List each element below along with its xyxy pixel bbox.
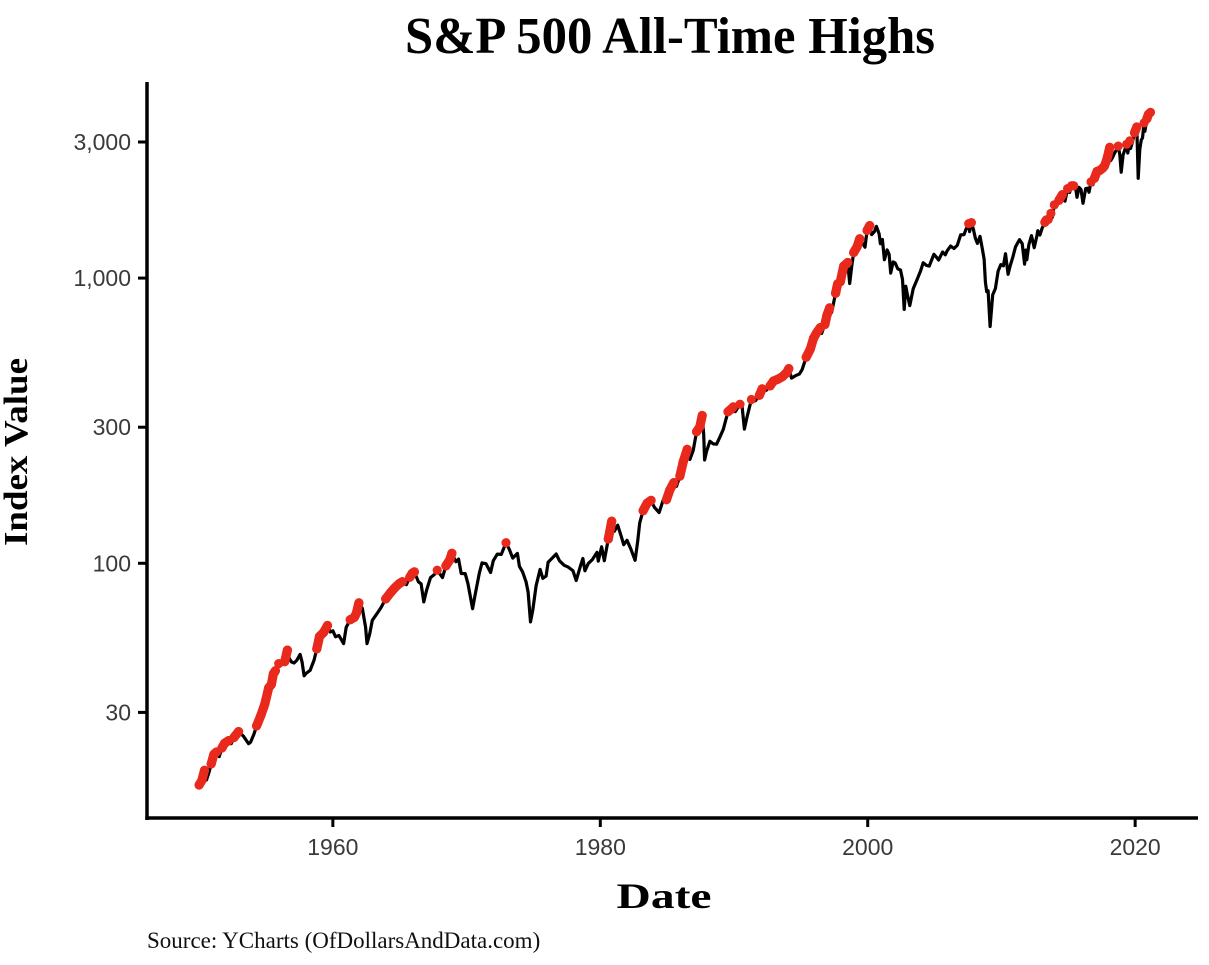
price-line-series <box>197 110 1153 787</box>
ath-marker <box>665 485 675 495</box>
ath-marker <box>682 444 692 454</box>
ath-marker <box>252 721 262 731</box>
ath-marker <box>1145 107 1156 117</box>
ath-marker <box>757 384 767 394</box>
ath-marker <box>855 234 865 244</box>
y-tick-label: 30 <box>105 699 131 725</box>
x-tick-label: 1960 <box>307 834 358 860</box>
ath-marker <box>835 277 845 287</box>
ath-marker <box>675 471 685 481</box>
ath-marker <box>266 679 276 690</box>
ath-marker <box>697 410 707 421</box>
ath-marker <box>607 516 617 526</box>
ath-marker <box>199 765 210 775</box>
ath-marker <box>409 567 419 577</box>
ath-marker <box>351 608 361 619</box>
ath-marker <box>735 399 745 409</box>
ath-marker <box>603 534 613 544</box>
ath-marker <box>801 352 811 362</box>
ath-marker <box>865 221 875 231</box>
x-tick-label: 2000 <box>842 834 893 860</box>
ath-marker <box>822 310 832 320</box>
ath-marker <box>1057 190 1067 200</box>
y-tick-label: 300 <box>93 414 131 440</box>
ath-marker <box>831 288 841 298</box>
ath-marker <box>805 344 815 354</box>
ath-marker <box>501 538 511 548</box>
ath-marker <box>397 577 407 587</box>
ath-marker <box>1132 122 1142 132</box>
ath-marker <box>432 565 442 575</box>
y-tick-label: 100 <box>93 550 131 576</box>
ath-marker <box>318 627 329 638</box>
source-note: Source: YCharts (OfDollarsAndData.com) <box>147 928 540 953</box>
x-tick-label: 1980 <box>575 834 626 860</box>
ath-marker <box>843 257 853 268</box>
ath-marker <box>1113 141 1123 151</box>
ath-marker <box>270 666 280 676</box>
ath-marker <box>661 495 672 505</box>
ath-marker <box>197 776 207 786</box>
ath-marker <box>1046 208 1056 218</box>
ath-marker <box>695 422 705 432</box>
ath-marker <box>820 319 830 330</box>
ath-marker <box>234 727 244 737</box>
ath-marker <box>447 548 457 558</box>
ath-marker <box>966 218 977 228</box>
ath-marker <box>206 759 216 769</box>
x-axis-ticks: 1960 1980 2000 2020 <box>307 818 1161 860</box>
ath-marker <box>312 644 322 654</box>
ath-marker <box>852 242 862 252</box>
all-time-high-markers <box>194 107 1156 790</box>
ath-marker <box>354 598 364 608</box>
y-axis-ticks: 3,000 1,000 300 100 30 <box>73 129 147 725</box>
x-tick-label: 2020 <box>1110 834 1161 860</box>
ath-marker <box>669 478 679 488</box>
y-axis-title: Index Value <box>0 358 35 546</box>
ath-segment-path <box>194 109 1154 790</box>
x-axis-title: Date <box>617 876 712 916</box>
ath-marker <box>1125 136 1135 146</box>
ath-marker <box>638 506 648 516</box>
ath-marker <box>646 495 656 505</box>
ath-marker <box>678 457 688 467</box>
ath-marker <box>746 394 757 405</box>
ath-marker <box>260 699 270 710</box>
y-tick-label: 1,000 <box>73 265 131 291</box>
ath-marker <box>282 645 292 655</box>
ath-marker <box>825 303 835 313</box>
ath-marker <box>256 711 266 721</box>
chart-title: S&P 500 All-Time Highs <box>405 8 935 65</box>
y-tick-label: 3,000 <box>73 129 131 155</box>
ath-marker <box>322 620 333 631</box>
ath-marker <box>784 364 794 374</box>
ath-marker <box>1103 151 1113 161</box>
price-line-path <box>197 110 1153 787</box>
ath-marker <box>280 657 290 667</box>
ath-marker <box>1105 142 1115 152</box>
ath-marker <box>1069 181 1079 191</box>
